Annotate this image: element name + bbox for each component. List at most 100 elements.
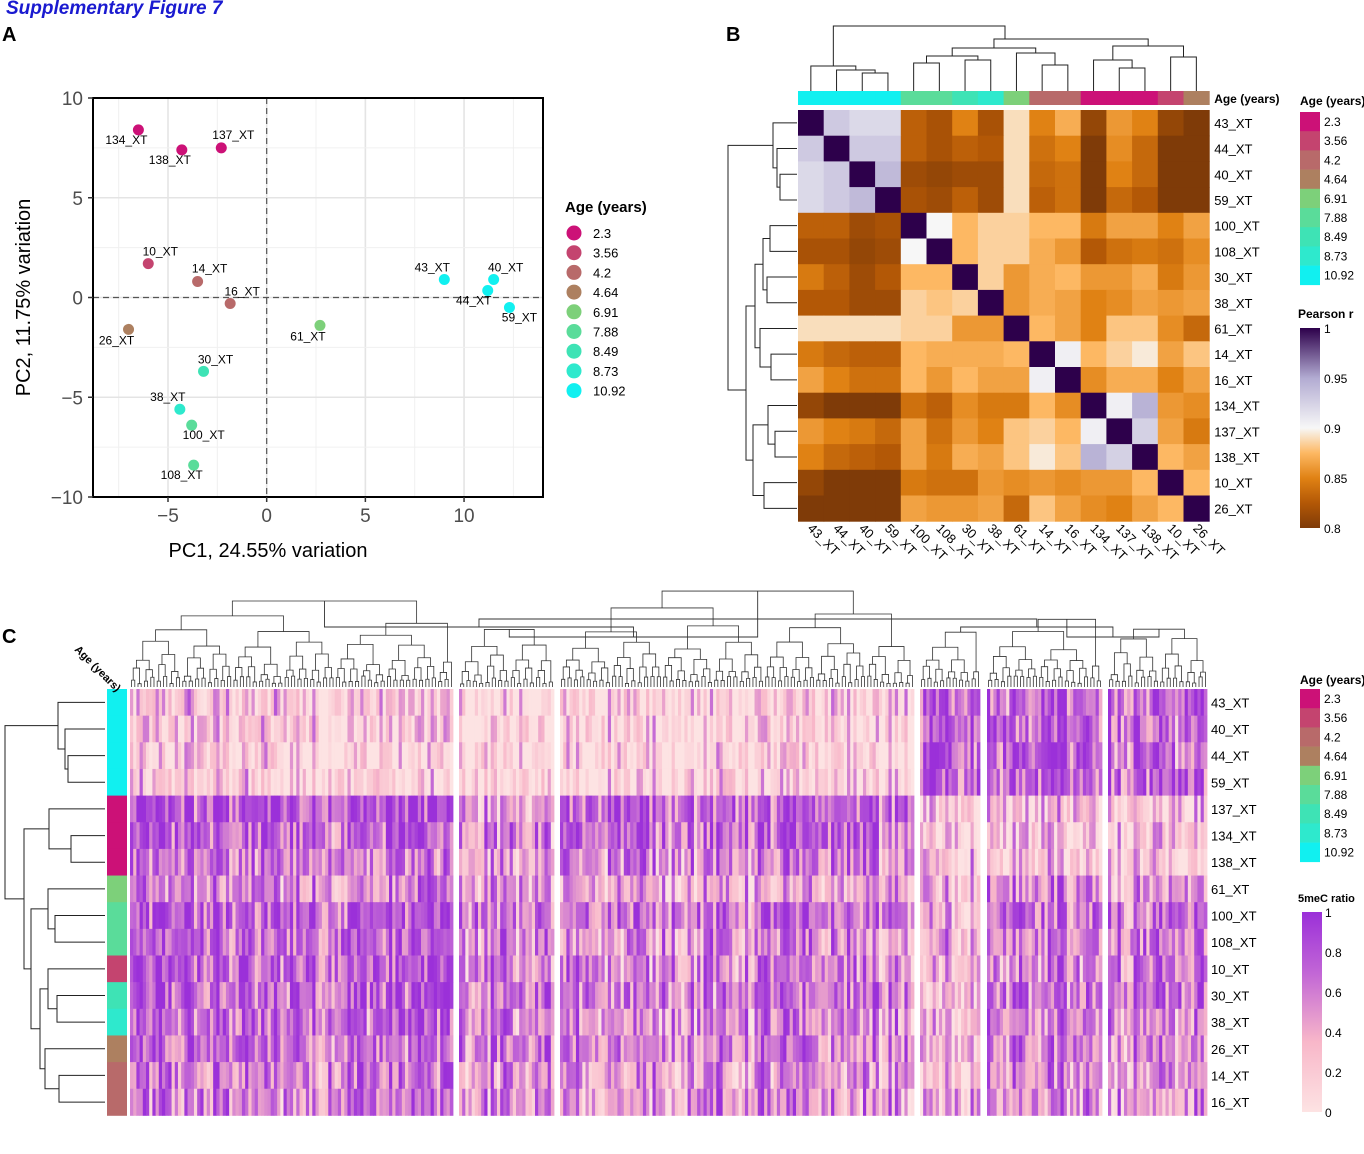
heatmap-cell (363, 982, 368, 1010)
heatmap-cell (283, 1062, 288, 1090)
heatmap-cell (312, 768, 316, 796)
heatmap-cell (942, 822, 946, 850)
heatmap-cell (395, 1062, 400, 1090)
heatmap-cell (560, 982, 564, 1010)
heatmap-cell (174, 822, 179, 850)
heatmap-cell (859, 1035, 864, 1063)
heatmap-cell (216, 822, 220, 850)
heatmap-cell (241, 1008, 246, 1036)
heatmap-cell (875, 187, 902, 214)
heatmap-cell (891, 768, 896, 796)
heatmap-cell (662, 875, 666, 903)
heatmap-cell (251, 768, 256, 796)
heatmap-cell (678, 742, 682, 770)
heatmap-cell (563, 1088, 567, 1116)
heatmap-cell (430, 1008, 435, 1036)
heatmap-cell (935, 1088, 940, 1116)
heatmap-cell (780, 848, 784, 876)
heatmap-cell (174, 875, 179, 903)
heatmap-cell (920, 1088, 924, 1116)
heatmap-cell (951, 955, 956, 983)
heatmap-cell (392, 1008, 396, 1036)
heatmap-cell (633, 955, 637, 983)
heatmap-cell (601, 1088, 606, 1116)
heatmap-cell (421, 982, 425, 1010)
heatmap-cell (152, 875, 156, 903)
heatmap-cell (894, 1062, 899, 1090)
heatmap-cell (678, 822, 682, 850)
heatmap-cell (1009, 768, 1013, 796)
heatmap-cell (181, 822, 185, 850)
heatmap-cell (430, 689, 435, 717)
heatmap-cell (312, 902, 316, 930)
heatmap-cell (296, 742, 300, 770)
heatmap-cell (563, 715, 567, 743)
heatmap-cell (894, 955, 899, 983)
heatmap-cell (767, 848, 771, 876)
heatmap-cell (522, 795, 526, 823)
heatmap-cell (133, 875, 137, 903)
heatmap-cell (709, 982, 714, 1010)
heatmap-cell (967, 1088, 971, 1116)
heatmap-cell (697, 795, 701, 823)
heatmap-cell (951, 982, 956, 1010)
heatmap-cell (503, 689, 507, 717)
heatmap-cell (751, 982, 755, 1010)
heatmap-cell (834, 822, 838, 850)
heatmap-cell (1073, 689, 1077, 717)
heatmap-cell (506, 1062, 511, 1090)
heatmap-cell (465, 902, 469, 930)
heatmap-cell (639, 1008, 644, 1036)
heatmap-cell (786, 1008, 791, 1036)
heatmap-cell (177, 902, 182, 930)
heatmap-cell (935, 795, 940, 823)
heatmap-cell (690, 689, 695, 717)
heatmap-cell (474, 1062, 479, 1090)
col-annotation-cell (1055, 91, 1082, 105)
heatmap-cell (560, 795, 564, 823)
heatmap-cell (251, 928, 256, 956)
heatmap-cell (671, 955, 676, 983)
heatmap-cell (945, 1008, 949, 1036)
heatmap-cell (503, 848, 507, 876)
heatmap-cell (850, 768, 854, 796)
heatmap-cell (598, 928, 602, 956)
heatmap-cell (1050, 928, 1055, 956)
heatmap-cell (1050, 715, 1055, 743)
heatmap-cell (1025, 689, 1029, 717)
heatmap-cell (1006, 742, 1010, 770)
heatmap-cell (655, 982, 660, 1010)
heatmap-cell (385, 902, 390, 930)
heatmap-cell (213, 1088, 217, 1116)
heatmap-cell (591, 742, 596, 770)
heatmap-cell (732, 742, 736, 770)
heatmap-cell (241, 795, 246, 823)
heatmap-cell (1002, 928, 1007, 956)
heatmap-cell (165, 848, 169, 876)
heatmap-cell (990, 689, 994, 717)
heatmap-cell (213, 1062, 217, 1090)
heatmap-cell (875, 795, 880, 823)
heatmap-cell (392, 1062, 396, 1090)
heatmap-cell (566, 822, 570, 850)
heatmap-cell (649, 982, 653, 1010)
heatmap-cell (363, 1035, 368, 1063)
heatmap-cell (626, 1088, 631, 1116)
heatmap-cell (174, 982, 179, 1010)
heatmap-cell (869, 822, 873, 850)
legend-swatch-7.88 (566, 324, 582, 339)
heatmap-cell (642, 715, 647, 743)
heatmap-cell (706, 768, 711, 796)
heatmap-cell (840, 902, 845, 930)
heatmap-cell (547, 822, 552, 850)
heatmap-cell (264, 1062, 268, 1090)
data-point-14_XT (192, 276, 204, 288)
heatmap-cell (751, 1088, 755, 1116)
heatmap-cell (235, 795, 240, 823)
heatmap-cell (639, 742, 644, 770)
heatmap-cell (1106, 264, 1133, 291)
heatmap-cell (193, 822, 198, 850)
heatmap-cell (1055, 135, 1082, 162)
heatmap-cell (894, 1088, 899, 1116)
heatmap-cell (171, 1062, 176, 1090)
